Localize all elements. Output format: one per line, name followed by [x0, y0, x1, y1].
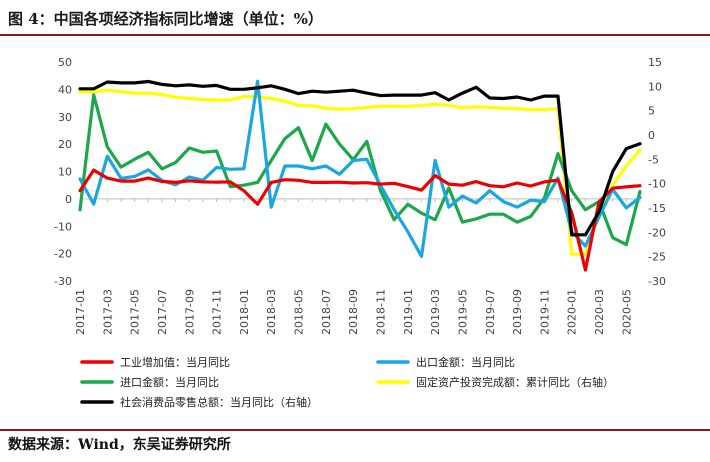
x-axis-tick-label: 2018-05 [293, 289, 306, 335]
left-axis-tick-label: -30 [54, 275, 72, 288]
right-axis-tick-label: 15 [648, 56, 662, 69]
x-axis-tick-label: 2017-11 [211, 289, 224, 335]
legend-label: 出口金额：当月同比 [416, 355, 515, 369]
series-line-0 [78, 168, 642, 272]
right-axis-tick-label: -20 [648, 226, 666, 239]
legend-label: 工业增加值：当月同比 [120, 355, 230, 369]
right-axis-tick-label: -15 [648, 202, 666, 215]
source-note: 数据来源：Wind，东吴证券研究所 [8, 437, 231, 453]
right-axis-tick-label: -30 [648, 275, 666, 288]
x-axis-tick-label: 2019-11 [538, 289, 551, 335]
figure-title: 图 4：中国各项经济指标同比增速（单位：%） [8, 10, 323, 28]
series-line-2 [78, 93, 642, 247]
x-axis-tick-label: 2017-07 [156, 289, 169, 335]
x-axis-tick-label: 2018-09 [347, 289, 360, 335]
x-axis-tick-label: 2019-01 [402, 289, 415, 335]
x-axis-tick-label: 2019-05 [456, 289, 469, 335]
x-axis-tick-label: 2017-09 [183, 289, 196, 335]
x-axis-tick-label: 2019-07 [484, 289, 497, 335]
left-axis-tick-label: -10 [54, 220, 72, 233]
left-axis-tick-label: -20 [54, 248, 72, 261]
x-axis-tick-label: 2020-01 [566, 289, 579, 335]
x-axis-tick-label: 2017-03 [101, 289, 114, 335]
source-rule [0, 429, 710, 431]
right-axis-tick-label: -25 [648, 251, 666, 264]
x-axis-tick-label: 2018-03 [265, 289, 278, 335]
right-axis-tick-label: 5 [648, 105, 655, 118]
series-line-3 [78, 88, 642, 256]
right-axis-tick-label: 10 [648, 80, 662, 93]
series-layer [78, 79, 642, 272]
left-axis-tick-label: 0 [65, 193, 72, 206]
right-axis-tick-label: 0 [648, 129, 655, 142]
left-axis-tick-label: 10 [58, 166, 72, 179]
left-axis-tick-label: 30 [58, 111, 72, 124]
right-axis-tick-label: -10 [648, 178, 666, 191]
x-axis-tick-label: 2018-07 [320, 289, 333, 335]
legend-label: 固定资产投资完成额：累计同比（右轴） [416, 375, 614, 389]
x-axis-tick-label: 2017-01 [74, 289, 87, 335]
left-axis-tick-label: 50 [58, 56, 72, 69]
left-axis-tick-label: 20 [58, 138, 72, 151]
x-axis-tick-label: 2020-05 [620, 289, 633, 335]
x-axis-tick-label: 2020-03 [593, 289, 606, 335]
x-axis-tick-label: 2019-09 [511, 289, 524, 335]
legend-label: 进口金额：当月同比 [120, 375, 219, 389]
x-axis-tick-label: 2018-01 [238, 289, 251, 335]
left-axis-tick-label: 40 [58, 83, 72, 96]
legend-label: 社会消费品零售总额：当月同比（右轴） [120, 395, 318, 409]
x-axis-tick-label: 2017-05 [129, 289, 142, 335]
title-rule [0, 34, 710, 36]
line-chart: -30 -20 -10 0 10 20 30 40 50 -30 -25 -20 -15 -10 -5 0 5 1… [54, 56, 666, 409]
right-axis-tick-label: -5 [648, 153, 659, 166]
series-line-1 [78, 79, 642, 258]
axes: -30 -20 -10 0 10 20 30 40 50 -30 -25 -20 -15 -10 -5 0 5 1… [54, 56, 666, 335]
x-axis-tick-label: 2019-03 [429, 289, 442, 335]
x-axis-tick-label: 2018-11 [374, 289, 387, 335]
series-line-4 [78, 79, 642, 237]
